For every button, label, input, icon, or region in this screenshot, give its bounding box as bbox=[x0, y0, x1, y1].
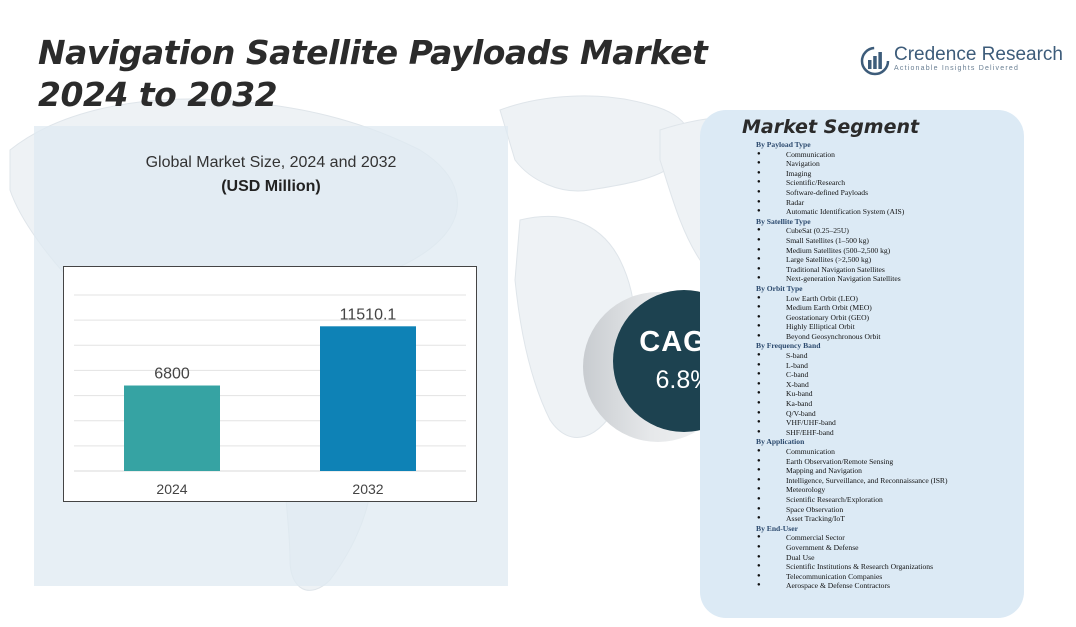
segment-item: Mapping and Navigation bbox=[756, 466, 1018, 476]
segment-item: Asset Tracking/IoT bbox=[756, 514, 1018, 524]
segment-item-list: CubeSat (0.25–25U)Small Satellites (1–50… bbox=[756, 226, 1018, 284]
bar-chart: 6800 2024 11510.1 2032 bbox=[74, 294, 466, 497]
segment-group-heading: By Application bbox=[756, 437, 805, 447]
bar-2032 bbox=[320, 326, 416, 471]
segment-group: By Frequency BandS-bandL-bandC-bandX-ban… bbox=[756, 341, 1018, 437]
segment-item: SHF/EHF-band bbox=[756, 428, 1018, 438]
segment-item-list: Low Earth Orbit (LEO)Medium Earth Orbit … bbox=[756, 294, 1018, 342]
segment-item: Radar bbox=[756, 198, 1018, 208]
segment-group-heading: By End-User bbox=[756, 523, 798, 533]
segment-group-heading: By Orbit Type bbox=[756, 283, 803, 293]
segment-item-list: CommunicationEarth Observation/Remote Se… bbox=[756, 447, 1018, 524]
segment-item: Software-defined Payloads bbox=[756, 188, 1018, 198]
segment-group-heading: By Payload Type bbox=[756, 140, 811, 149]
credence-research-logo: Credence Research Actionable Insights De… bbox=[860, 44, 1063, 78]
segment-item: Ku-band bbox=[756, 389, 1018, 399]
segment-item: Scientific Institutions & Research Organ… bbox=[756, 562, 1018, 572]
segment-group-heading: By Satellite Type bbox=[756, 216, 811, 226]
segment-item: Earth Observation/Remote Sensing bbox=[756, 457, 1018, 467]
chart-title: Global Market Size, 2024 and 2032 bbox=[145, 154, 397, 171]
market-segment-panel: Market Segment By Payload TypeCommunicat… bbox=[700, 110, 1024, 618]
segment-group: By End-UserCommercial SectorGovernment &… bbox=[756, 524, 1018, 591]
x-tick-label-2032: 2032 bbox=[352, 481, 383, 497]
segment-list: By Payload TypeCommunicationNavigationIm… bbox=[756, 140, 1018, 591]
logo-tagline: Actionable Insights Delivered bbox=[894, 65, 1020, 72]
segment-item: C-band bbox=[756, 370, 1018, 380]
segment-item: Medium Earth Orbit (MEO) bbox=[756, 303, 1018, 313]
segment-item: CubeSat (0.25–25U) bbox=[756, 226, 1018, 236]
chart-frame: 6800 2024 11510.1 2032 bbox=[63, 266, 477, 502]
segment-item-list: Commercial SectorGovernment & DefenseDua… bbox=[756, 533, 1018, 591]
data-label-2032: 11510.1 bbox=[340, 306, 397, 323]
segment-item: S-band bbox=[756, 351, 1018, 361]
segment-item: Q/V-band bbox=[756, 409, 1018, 419]
segment-item: Medium Satellites (500–2,500 kg) bbox=[756, 246, 1018, 256]
market-segment-title: Market Segment bbox=[742, 116, 920, 138]
segment-item: Automatic Identification System (AIS) bbox=[756, 207, 1018, 217]
segment-item: X-band bbox=[756, 380, 1018, 390]
title-line-2: 2024 to 2032 bbox=[38, 75, 278, 114]
segment-item-list: CommunicationNavigationImagingScientific… bbox=[756, 150, 1018, 217]
segment-item: Aerospace & Defense Contractors bbox=[756, 581, 1018, 591]
market-size-chart-panel: Global Market Size, 2024 and 2032 (USD M… bbox=[34, 126, 508, 586]
segment-item: Scientific Research/Exploration bbox=[756, 495, 1018, 505]
segment-item: VHF/UHF-band bbox=[756, 418, 1018, 428]
chart-subtitle: (USD Million) bbox=[221, 178, 321, 195]
segment-item: Beyond Geosynchronous Orbit bbox=[756, 332, 1018, 342]
segment-item: Ka-band bbox=[756, 399, 1018, 409]
segment-item: Communication bbox=[756, 150, 1018, 160]
segment-group: By Satellite TypeCubeSat (0.25–25U)Small… bbox=[756, 217, 1018, 284]
segment-group: By ApplicationCommunicationEarth Observa… bbox=[756, 437, 1018, 523]
segment-item: Large Satellites (>2,500 kg) bbox=[756, 255, 1018, 265]
segment-group-heading: By Frequency Band bbox=[756, 341, 821, 351]
segment-item: Communication bbox=[756, 447, 1018, 457]
segment-item: Space Observation bbox=[756, 505, 1018, 515]
segment-item: Imaging bbox=[756, 169, 1018, 179]
data-label-2024: 6800 bbox=[154, 366, 190, 383]
segment-item: Government & Defense bbox=[756, 543, 1018, 553]
segment-item: Next-generation Navigation Satellites bbox=[756, 274, 1018, 284]
segment-item: Low Earth Orbit (LEO) bbox=[756, 294, 1018, 304]
segment-group: By Orbit TypeLow Earth Orbit (LEO)Medium… bbox=[756, 284, 1018, 342]
segment-item: Navigation bbox=[756, 159, 1018, 169]
segment-item: L-band bbox=[756, 361, 1018, 371]
logo-name: Credence Research bbox=[894, 44, 1063, 65]
segment-item: Dual Use bbox=[756, 553, 1018, 563]
segment-item: Commercial Sector bbox=[756, 533, 1018, 543]
segment-item: Scientific/Research bbox=[756, 178, 1018, 188]
segment-item: Intelligence, Surveillance, and Reconnai… bbox=[756, 476, 1018, 486]
segment-item: Small Satellites (1–500 kg) bbox=[756, 236, 1018, 246]
segment-item: Traditional Navigation Satellites bbox=[756, 265, 1018, 275]
bar-chart-logo-icon bbox=[860, 46, 890, 76]
bar-2024 bbox=[124, 385, 220, 471]
segment-item: Geostationary Orbit (GEO) bbox=[756, 313, 1018, 323]
segment-item: Highly Elliptical Orbit bbox=[756, 322, 1018, 332]
segment-group: By Payload TypeCommunicationNavigationIm… bbox=[756, 140, 1018, 217]
page-title: Navigation Satellite Payloads Market 202… bbox=[38, 32, 708, 116]
x-tick-label-2024: 2024 bbox=[156, 481, 187, 497]
segment-item: Telecommunication Companies bbox=[756, 572, 1018, 582]
segment-item: Meteorology bbox=[756, 485, 1018, 495]
segment-item-list: S-bandL-bandC-bandX-bandKu-bandKa-bandQ/… bbox=[756, 351, 1018, 437]
title-line-1: Navigation Satellite Payloads Market bbox=[38, 33, 708, 72]
